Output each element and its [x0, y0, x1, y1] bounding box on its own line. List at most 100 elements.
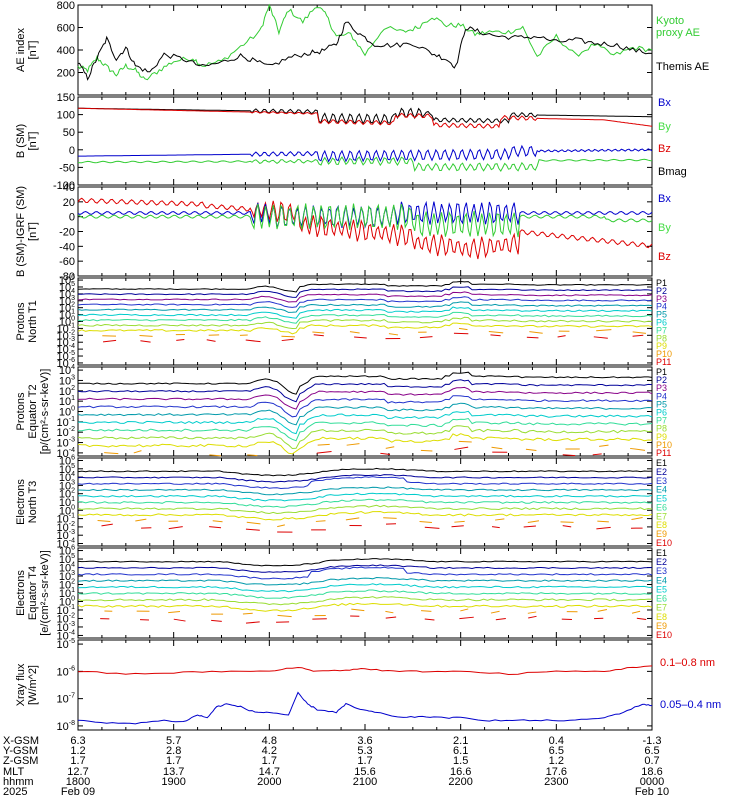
- axis-table-cell: 14.7: [259, 766, 280, 778]
- series-line-electrons-north-9-fragment: [345, 517, 360, 521]
- legend-protons-equator-2: P2: [656, 375, 667, 385]
- legend-electrons-north-1: E1: [656, 458, 667, 468]
- series-line-protons-equator-11-fragment: [592, 453, 602, 456]
- series-line-electrons-north-7: [77, 504, 653, 515]
- series-line-protons-equator-3: [77, 386, 653, 410]
- legend-electrons-equator-5: E5: [656, 584, 667, 594]
- y-tick-label: -40: [59, 241, 75, 253]
- axis-table-cell: 6.3: [70, 735, 85, 747]
- axis-table-cell: 1.7: [70, 755, 85, 767]
- legend-kyoto-proxy-ae: Kyoto proxy AE: [656, 15, 700, 39]
- series-line-electrons-north-9-fragment: [212, 520, 223, 523]
- series-line-protons-equator-10-fragment: [458, 440, 472, 443]
- y-tick-label: 600: [57, 23, 75, 35]
- y-tick-label: 105: [59, 463, 75, 476]
- axis-table-cell: 2000: [257, 776, 281, 788]
- y-tick-label: 200: [57, 68, 75, 80]
- legend-electrons-equator-4: E4: [656, 575, 667, 585]
- legend-protons-equator-10: P10: [656, 440, 672, 450]
- legend-electrons-north-3: E3: [656, 476, 667, 486]
- legend-protons-equator-6: P6: [656, 408, 667, 418]
- series-line-electrons-north-9-fragment: [597, 520, 609, 523]
- y-axis-title-line: North T3: [27, 481, 39, 524]
- series-line-electrons-north-9-fragment: [97, 520, 111, 522]
- series-line-electrons-north-10-fragment: [101, 523, 113, 527]
- axis-table-cell: 0000: [640, 776, 664, 788]
- y-tick-label: 101: [59, 395, 75, 408]
- series-line-protons-north-11-fragment: [140, 340, 151, 343]
- y-tick-label: 100: [57, 110, 75, 122]
- axis-table-cell: 5.3: [357, 745, 372, 757]
- series-line-protons-north-4: [77, 296, 653, 308]
- series-line-electrons-north-9-fragment: [246, 521, 261, 525]
- legend-protons-equator-7: P7: [656, 416, 667, 426]
- series-line-protons-north-11-fragment: [245, 339, 261, 343]
- series-line-electrons-equator-9-fragment: [597, 609, 608, 612]
- y-tick-label: 100: [59, 595, 75, 608]
- series-line-protons-equator-9: [77, 433, 653, 455]
- axis-table-cell: 4.2: [262, 745, 277, 757]
- y-axis-title-line: Xray flux: [15, 663, 27, 706]
- axis-table-cell: -1.3: [643, 735, 662, 747]
- y-tick-label: 0: [69, 212, 75, 224]
- axis-table-row-label: hhmm: [3, 776, 34, 788]
- series-line-protons-north-11-fragment: [593, 336, 608, 339]
- series-line-protons-north-10-fragment: [388, 333, 399, 336]
- series-line-electrons-north-4: [77, 486, 653, 496]
- series-line-electrons-north-1: [77, 467, 653, 477]
- series-line-protons-north-11-fragment: [103, 339, 117, 343]
- axis-table-row-label: 2025: [3, 786, 27, 798]
- y-axis-title-line: Equator T4: [27, 566, 39, 620]
- y-tick-label: 103: [59, 295, 75, 308]
- y-axis-title-line: Protons: [15, 392, 27, 430]
- axis-table-cell: Feb 09: [61, 786, 95, 798]
- y-axis-title-line: [e/(cm²-s-sr-keV)]: [39, 550, 51, 636]
- series-line-electrons-equator-10-fragment: [211, 619, 222, 622]
- series-line-protons-equator-10-fragment: [385, 446, 395, 449]
- y-tick-label: -20: [59, 227, 75, 239]
- series-line-protons-north-2: [78, 286, 653, 298]
- series-line-electrons-equator-10-fragment: [528, 615, 537, 619]
- series-line-protons-equator-10-fragment: [133, 450, 142, 454]
- axis-table-cell: 1.5: [453, 755, 468, 767]
- series-line-electrons-north-6: [77, 498, 653, 508]
- y-axis-title-line: [W/m^2]: [27, 665, 39, 705]
- y-tick-label: 103: [59, 374, 75, 387]
- y-axis-title-line: [nT]: [27, 222, 39, 241]
- y-tick-label: 106: [59, 454, 75, 467]
- series-line-electrons-equator-9-fragment: [421, 610, 432, 612]
- legend-protons-equator-8: P8: [656, 424, 667, 434]
- series-line-electrons-north-5: [77, 492, 653, 502]
- axis-table-cell: 6.5: [549, 745, 564, 757]
- y-axis-title: B (SM) [nT]: [15, 124, 39, 158]
- y-tick-label: -100: [53, 180, 75, 192]
- y-tick-label: 104: [59, 562, 75, 575]
- axis-table-cell: 1.2: [549, 755, 564, 767]
- y-axis-title: B (SM)-IGRF (SM) [nT]: [15, 186, 39, 277]
- series-line-electrons-equator-4: [77, 576, 653, 586]
- series-line-protons-north-10-fragment: [632, 331, 646, 334]
- legend-by: By: [658, 121, 671, 133]
- axis-table-cell: 18.6: [641, 766, 662, 778]
- panel-frame-1: [77, 4, 653, 96]
- legend-protons-equator-11: P11: [656, 448, 671, 458]
- series-line-electrons-equator-9-fragment: [490, 610, 500, 614]
- series-line-electrons-equator-5: [77, 583, 653, 593]
- series-line-electrons-north-3: [77, 476, 653, 490]
- y-axis-title-line: B (SM)-IGRF (SM): [15, 186, 27, 277]
- axis-table-cell: 0.4: [549, 735, 564, 747]
- series-line-electrons-equator-10-fragment: [424, 618, 435, 621]
- axis-table-cell: 6.5: [644, 745, 659, 757]
- series-line-electrons-north-10-fragment: [491, 526, 500, 529]
- series-line-electrons-equator-10-fragment: [245, 621, 260, 624]
- axis-table-cell: Feb 10: [635, 786, 669, 798]
- axis-table-row-label: Z-GSM: [3, 755, 38, 767]
- axis-table-cell: 2300: [544, 776, 568, 788]
- y-tick-label: 105: [59, 281, 75, 294]
- series-line-protons-north-11-fragment: [354, 336, 367, 339]
- legend-protons-equator-5: P5: [656, 399, 667, 409]
- y-axis-title-line: Electrons: [15, 570, 27, 616]
- legend-electrons-north-5: E5: [656, 494, 667, 504]
- legend-electrons-north-8: E8: [656, 520, 667, 530]
- legend-electrons-equator-6: E6: [656, 594, 667, 604]
